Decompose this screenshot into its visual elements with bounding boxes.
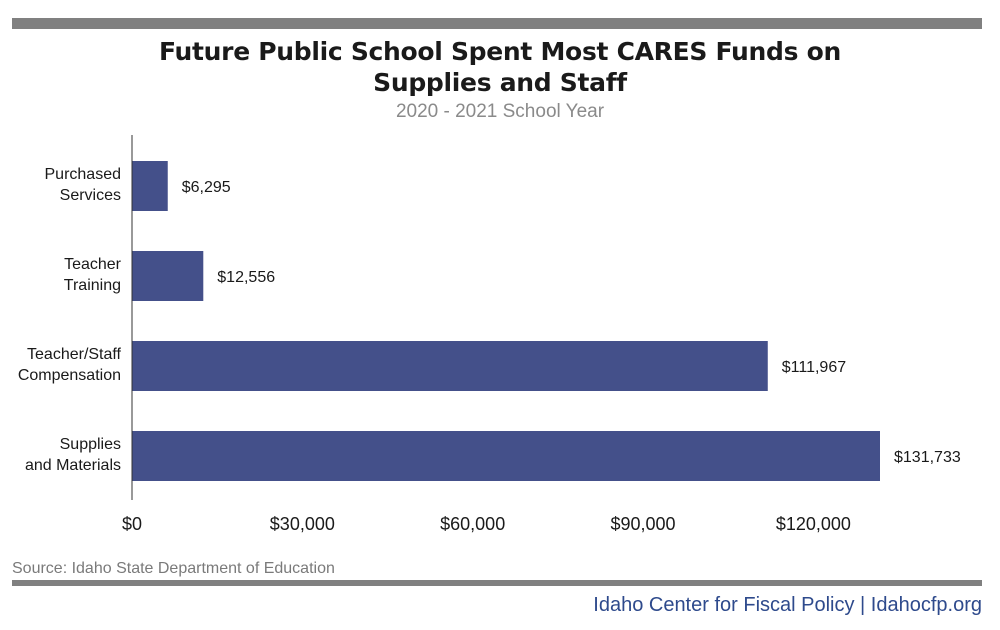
bar-2	[132, 341, 768, 391]
value-label-0: $6,295	[182, 179, 231, 196]
category-label-2-1: Compensation	[18, 367, 121, 384]
chart-subtitle: 2020 - 2021 School Year	[395, 101, 605, 122]
bar-0	[132, 161, 168, 211]
bottom-rule	[12, 580, 982, 586]
x-tick-label-2: $60,000	[440, 514, 505, 534]
bar-chart-plot: Purchased Services Teacher Training Teacher/…	[18, 135, 961, 534]
category-label-1-1: Training	[64, 277, 121, 294]
category-label-2-0: Teacher/Staff	[27, 346, 122, 363]
bar-3	[132, 431, 880, 481]
x-tick-label-1: $30,000	[270, 514, 335, 534]
chart-title-line-1: Future Public School Spent Most CARES Fu…	[158, 37, 841, 66]
value-label-3: $131,733	[894, 449, 961, 466]
category-label-1-0: Teacher	[64, 256, 122, 273]
category-label-0-1: Services	[60, 187, 121, 204]
bar-1	[132, 251, 204, 301]
bar-group	[132, 161, 880, 481]
category-label-group: Purchased Services Teacher Training Teacher/…	[18, 166, 122, 474]
category-label-0-0: Purchased	[45, 166, 122, 183]
chart-title-line-2: Supplies and Staff	[373, 68, 627, 97]
x-tick-label-0: $0	[122, 514, 142, 534]
footer-credit[interactable]: Idaho Center for Fiscal Policy | Idahocf…	[593, 594, 982, 616]
category-label-3-1: and Materials	[25, 457, 121, 474]
x-tick-label-4: $120,000	[776, 514, 851, 534]
source-note: Source: Idaho State Department of Educat…	[12, 560, 335, 577]
value-label-2: $111,967	[782, 359, 846, 376]
value-label-1: $12,556	[217, 269, 275, 286]
chart-title: Future Public School Spent Most CARES Fu…	[0, 36, 1000, 98]
top-rule	[12, 18, 982, 29]
x-tick-label-3: $90,000	[610, 514, 675, 534]
value-label-group: $6,295 $12,556 $111,967 $131,733	[182, 179, 961, 466]
category-label-3-0: Supplies	[60, 436, 121, 453]
x-tick-group: $0 $30,000 $60,000 $90,000 $120,000	[122, 514, 851, 534]
